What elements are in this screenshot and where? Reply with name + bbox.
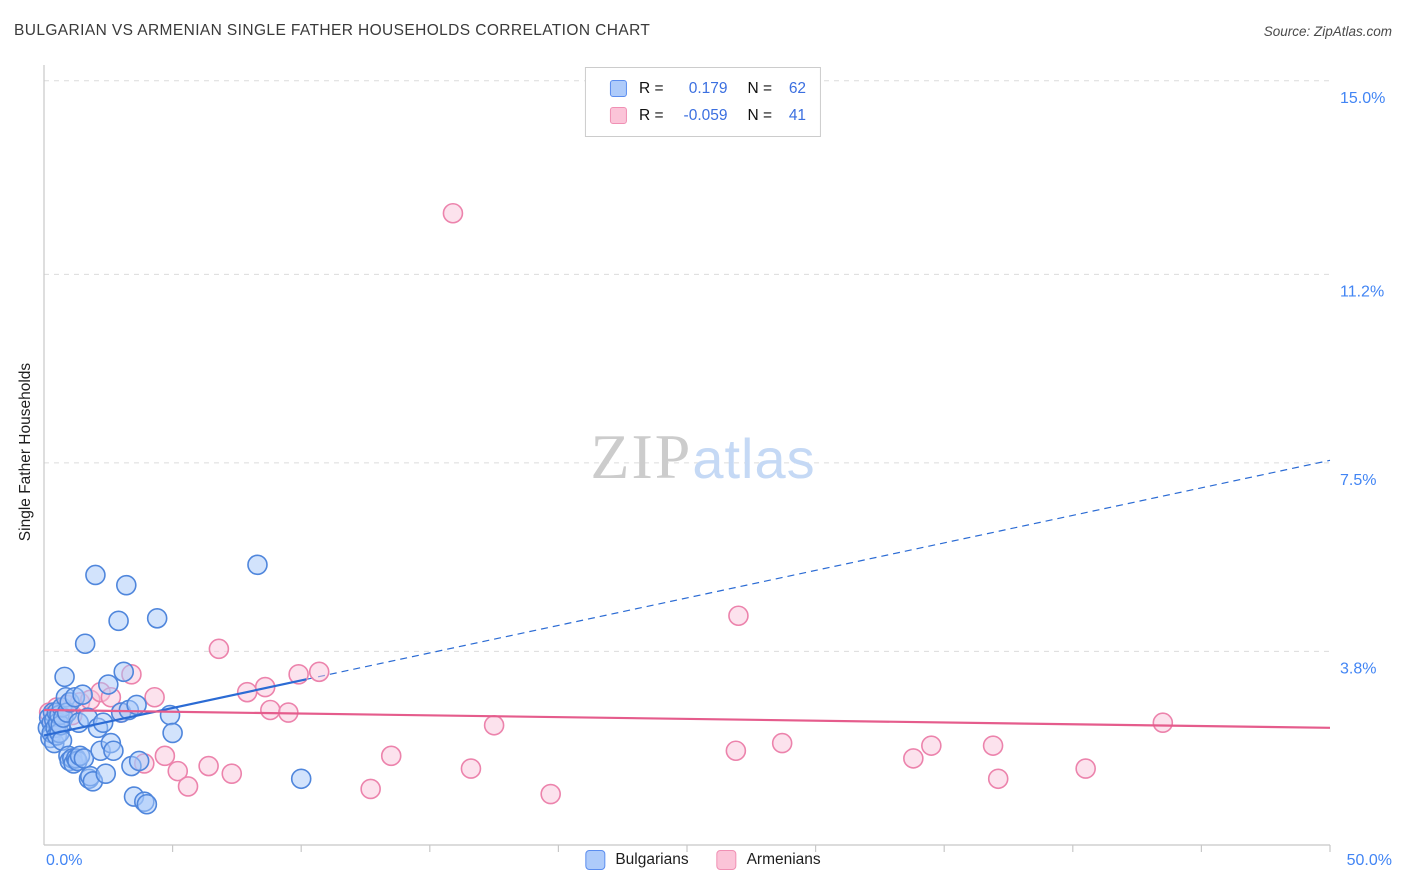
armenians-point [260,699,281,721]
bulgarians-point [103,740,124,762]
armenians-point [308,661,330,683]
armenians-point [921,735,942,756]
bulgarians-swatch-icon [585,850,606,870]
armenians-point [442,202,464,224]
bulgarians-point [74,633,96,655]
r-value: -0.059 [683,106,728,124]
armenians-point [167,760,189,782]
bulgarians-point [54,666,75,688]
armenians-point [903,748,924,769]
bulgarians-point [290,768,312,790]
armenians-point [987,768,1009,790]
r-label: R = [638,106,664,124]
bulgarians-point [136,793,158,815]
armenians-point [360,778,381,800]
armenians-point [1075,758,1096,779]
armenians-point [1152,712,1174,734]
armenians-point [460,758,482,779]
n-value: 41 [788,106,807,124]
n-label: N = [747,106,773,124]
bulgarians-point [247,554,268,576]
x-axis-min-label: 0.0% [46,852,83,869]
armenians-point [221,763,243,784]
bulgarians-trend-line [43,678,307,737]
legend-row-bulgarians: R = 0.179 N = 62 [609,75,807,102]
r-label: R = [638,79,664,97]
armenians-swatch-icon [609,107,627,124]
bulgarians-point [113,661,135,683]
bulgarians-point [126,694,147,716]
page-title: BULGARIAN VS ARMENIAN SINGLE FATHER HOUS… [14,22,651,39]
r-value: 0.179 [688,79,728,97]
legend-item-label: Bulgarians [615,851,689,868]
armenians-trend-line [43,708,1331,729]
armenians-swatch-icon [716,850,737,870]
bulgarians-point [146,607,168,629]
bulgarians-swatch-icon [609,80,627,97]
bulgarians-point [95,763,117,784]
armenians-point [208,638,230,660]
armenians-point [540,783,561,805]
armenians-point [154,745,176,767]
y-tick-label: 7.5% [1340,472,1376,489]
x-axis-max-label: 50.0% [1346,852,1392,869]
source-link[interactable]: Source: ZipAtlas.com [1263,24,1392,39]
armenians-point [982,735,1004,756]
legend-item-armenians: Armenians [716,850,821,870]
y-tick-label: 15.0% [1340,90,1385,107]
bulgarians-trend-dashed [306,459,1331,680]
n-label: N = [747,79,773,97]
legend-row-armenians: R = -0.059 N = 41 [609,102,807,129]
bulgarians-point [98,674,119,695]
armenians-point [725,740,747,762]
armenians-point [198,755,219,777]
armenians-point [380,745,402,767]
bulgarians-point [73,748,95,769]
bulgarians-point [128,750,150,772]
bulgarians-point [116,574,137,596]
series-legend: Bulgarians Armenians [585,850,821,870]
legend-item-bulgarians: Bulgarians [585,850,689,870]
n-value: 62 [788,79,807,97]
bulgarians-point [85,564,106,586]
legend-item-label: Armenians [746,851,821,868]
bulgarians-point [162,722,183,744]
armenians-point [728,605,749,627]
armenians-point [177,776,199,797]
y-tick-label: 11.2% [1340,283,1384,300]
armenians-point [771,732,793,754]
armenians-point [144,686,165,708]
y-tick-label: 3.8% [1340,660,1376,677]
correlation-legend: R = 0.179 N = 62 R = -0.059 N = 41 [584,67,822,137]
armenians-point [483,714,505,736]
bulgarians-point [72,684,93,706]
bulgarians-point [108,610,129,632]
